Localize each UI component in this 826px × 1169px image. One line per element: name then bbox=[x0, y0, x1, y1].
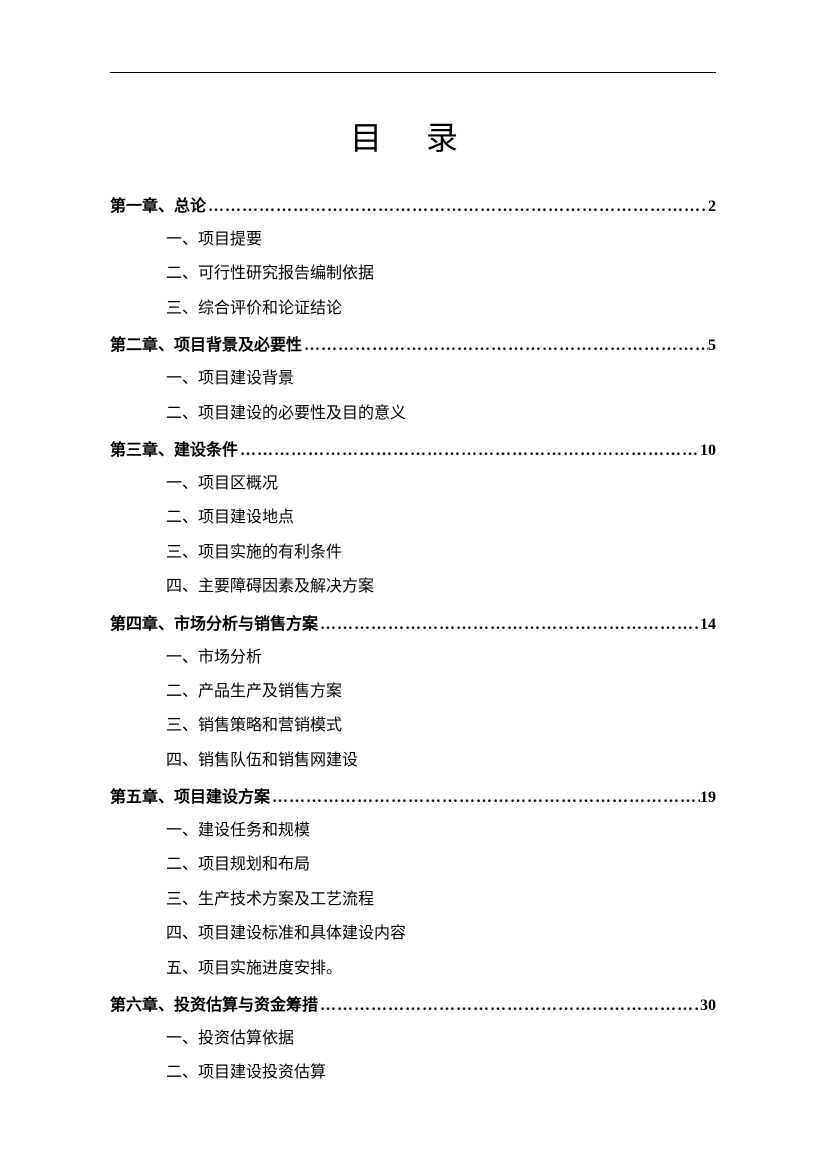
sub-list: 一、建设任务和规模二、项目规划和布局三、生产技术方案及工艺流程四、项目建设标准和… bbox=[166, 814, 716, 986]
sub-item: 三、项目实施的有利条件 bbox=[166, 536, 716, 570]
sub-item: 二、项目建设的必要性及目的意义 bbox=[166, 397, 716, 431]
sub-item: 三、综合评价和论证结论 bbox=[166, 292, 716, 326]
chapter-row: 第二章、项目背景及必要性…………………………………………………………………………… bbox=[110, 330, 716, 362]
sub-list: 一、投资估算依据二、项目建设投资估算 bbox=[166, 1022, 716, 1091]
chapter-label: 第五章、项目建设方案 bbox=[110, 782, 270, 814]
chapter-label: 第六章、投资估算与资金筹措 bbox=[110, 990, 318, 1022]
dot-leader: …………………………………………………………………………………………………………… bbox=[302, 330, 708, 362]
sub-item: 一、项目区概况 bbox=[166, 467, 716, 501]
dot-leader: …………………………………………………………………………………………………………… bbox=[206, 191, 708, 223]
document-page: 目 录 第一章、总论………………………………………………………………………………… bbox=[0, 0, 826, 1151]
chapter-label: 第二章、项目背景及必要性 bbox=[110, 330, 302, 362]
sub-item: 三、生产技术方案及工艺流程 bbox=[166, 883, 716, 917]
sub-item: 二、项目建设地点 bbox=[166, 501, 716, 535]
chapter-row: 第五章、项目建设方案………………………………………………………………………………… bbox=[110, 782, 716, 814]
sub-item: 一、投资估算依据 bbox=[166, 1022, 716, 1056]
chapter-label: 第三章、建设条件 bbox=[110, 435, 238, 467]
chapter-page-number: 19 bbox=[700, 782, 716, 814]
sub-item: 一、市场分析 bbox=[166, 641, 716, 675]
chapter-row: 第六章、投资估算与资金筹措………………………………………………………………………… bbox=[110, 990, 716, 1022]
chapter-page-number: 2 bbox=[708, 191, 716, 223]
chapter-row: 第一章、总论…………………………………………………………………………………………… bbox=[110, 191, 716, 223]
sub-item: 三、销售策略和营销模式 bbox=[166, 709, 716, 743]
sub-list: 一、项目建设背景二、项目建设的必要性及目的意义 bbox=[166, 362, 716, 431]
sub-item: 二、可行性研究报告编制依据 bbox=[166, 257, 716, 291]
table-of-contents: 第一章、总论…………………………………………………………………………………………… bbox=[110, 191, 716, 1091]
chapter-page-number: 10 bbox=[700, 435, 716, 467]
chapter-page-number: 30 bbox=[700, 990, 716, 1022]
page-title: 目 录 bbox=[110, 113, 716, 159]
chapter-label: 第一章、总论 bbox=[110, 191, 206, 223]
sub-item: 四、项目建设标准和具体建设内容 bbox=[166, 917, 716, 951]
sub-item: 四、主要障碍因素及解决方案 bbox=[166, 570, 716, 604]
sub-item: 二、项目建设投资估算 bbox=[166, 1056, 716, 1090]
sub-list: 一、市场分析二、产品生产及销售方案三、销售策略和营销模式四、销售队伍和销售网建设 bbox=[166, 641, 716, 779]
top-rule bbox=[110, 72, 716, 73]
sub-item: 一、项目提要 bbox=[166, 223, 716, 257]
sub-item: 二、产品生产及销售方案 bbox=[166, 675, 716, 709]
dot-leader: …………………………………………………………………………………………………………… bbox=[270, 782, 700, 814]
chapter-row: 第四章、市场分析与销售方案………………………………………………………………………… bbox=[110, 609, 716, 641]
sub-list: 一、项目提要二、可行性研究报告编制依据三、综合评价和论证结论 bbox=[166, 223, 716, 326]
sub-item: 二、项目规划和布局 bbox=[166, 848, 716, 882]
chapter-page-number: 5 bbox=[708, 330, 716, 362]
chapter-label: 第四章、市场分析与销售方案 bbox=[110, 609, 318, 641]
dot-leader: …………………………………………………………………………………………………………… bbox=[318, 990, 700, 1022]
sub-item: 一、建设任务和规模 bbox=[166, 814, 716, 848]
chapter-row: 第三章、建设条件……………………………………………………………………………………… bbox=[110, 435, 716, 467]
dot-leader: …………………………………………………………………………………………………………… bbox=[318, 609, 700, 641]
sub-item: 五、项目实施进度安排。 bbox=[166, 952, 716, 986]
chapter-page-number: 14 bbox=[700, 609, 716, 641]
sub-list: 一、项目区概况二、项目建设地点三、项目实施的有利条件四、主要障碍因素及解决方案 bbox=[166, 467, 716, 605]
sub-item: 四、销售队伍和销售网建设 bbox=[166, 744, 716, 778]
sub-item: 一、项目建设背景 bbox=[166, 362, 716, 396]
dot-leader: …………………………………………………………………………………………………………… bbox=[238, 435, 700, 467]
